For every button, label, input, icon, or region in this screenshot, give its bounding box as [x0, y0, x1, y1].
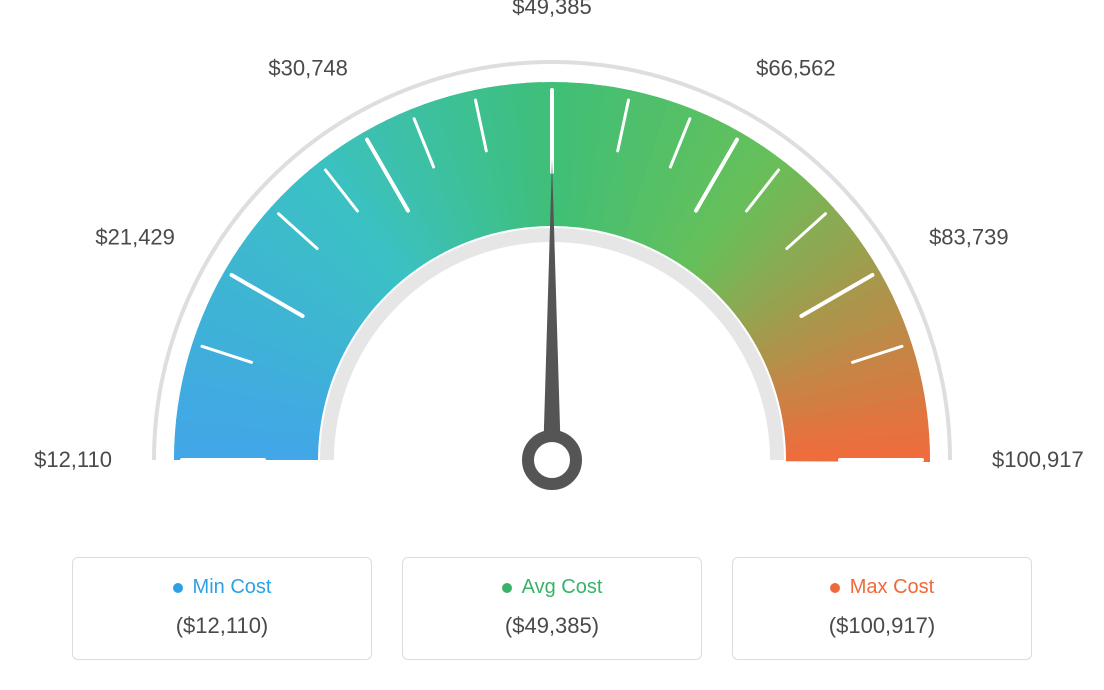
legend-card-min: Min Cost ($12,110) [72, 557, 372, 660]
legend-dot-min [173, 583, 183, 593]
gauge-needle-base [528, 436, 576, 484]
legend-card-max: Max Cost ($100,917) [732, 557, 1032, 660]
legend-title-min-text: Min Cost [193, 576, 272, 599]
scale-label: $66,562 [756, 56, 836, 82]
legend-dot-max [830, 583, 840, 593]
legend-value-avg: ($49,385) [413, 613, 691, 639]
scale-label: $30,748 [268, 56, 348, 82]
legend-dot-avg [502, 583, 512, 593]
legend-card-avg: Avg Cost ($49,385) [402, 557, 702, 660]
scale-label: $100,917 [992, 447, 1084, 473]
legend-value-min: ($12,110) [83, 613, 361, 639]
gauge-svg [52, 0, 1052, 530]
legend-title-avg: Avg Cost [502, 576, 603, 599]
scale-label: $12,110 [34, 447, 112, 473]
legend-title-avg-text: Avg Cost [522, 576, 603, 599]
legend-value-max: ($100,917) [743, 613, 1021, 639]
legend-title-min: Min Cost [173, 576, 272, 599]
scale-label: $83,739 [929, 224, 1009, 250]
legend-title-max: Max Cost [830, 576, 934, 599]
legend-row: Min Cost ($12,110) Avg Cost ($49,385) Ma… [72, 557, 1032, 660]
scale-label: $21,429 [95, 224, 175, 250]
scale-label: $49,385 [512, 0, 592, 20]
gauge-container: $12,110$21,429$30,748$49,385$66,562$83,7… [52, 0, 1052, 530]
legend-title-max-text: Max Cost [850, 576, 934, 599]
